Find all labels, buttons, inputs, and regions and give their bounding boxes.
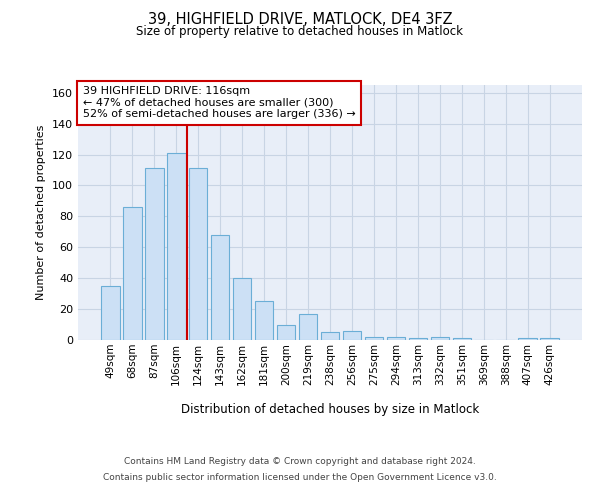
Bar <box>365 337 383 340</box>
Bar <box>541 338 559 340</box>
Bar <box>343 330 361 340</box>
Y-axis label: Number of detached properties: Number of detached properties <box>37 125 46 300</box>
Bar <box>277 324 295 340</box>
Text: 39 HIGHFIELD DRIVE: 116sqm
← 47% of detached houses are smaller (300)
52% of sem: 39 HIGHFIELD DRIVE: 116sqm ← 47% of deta… <box>83 86 356 120</box>
Bar <box>320 332 340 340</box>
Text: Distribution of detached houses by size in Matlock: Distribution of detached houses by size … <box>181 402 479 415</box>
Bar <box>189 168 208 340</box>
Bar <box>233 278 251 340</box>
Text: Contains public sector information licensed under the Open Government Licence v3: Contains public sector information licen… <box>103 472 497 482</box>
Bar <box>101 286 119 340</box>
Bar <box>431 337 449 340</box>
Bar <box>123 207 142 340</box>
Bar <box>409 338 427 340</box>
Bar <box>452 338 471 340</box>
Bar <box>255 302 274 340</box>
Bar <box>145 168 164 340</box>
Bar <box>299 314 317 340</box>
Text: Size of property relative to detached houses in Matlock: Size of property relative to detached ho… <box>137 25 464 38</box>
Bar <box>386 337 405 340</box>
Text: Contains HM Land Registry data © Crown copyright and database right 2024.: Contains HM Land Registry data © Crown c… <box>124 458 476 466</box>
Bar <box>518 338 537 340</box>
Bar <box>167 153 185 340</box>
Text: 39, HIGHFIELD DRIVE, MATLOCK, DE4 3FZ: 39, HIGHFIELD DRIVE, MATLOCK, DE4 3FZ <box>148 12 452 28</box>
Bar <box>211 235 229 340</box>
